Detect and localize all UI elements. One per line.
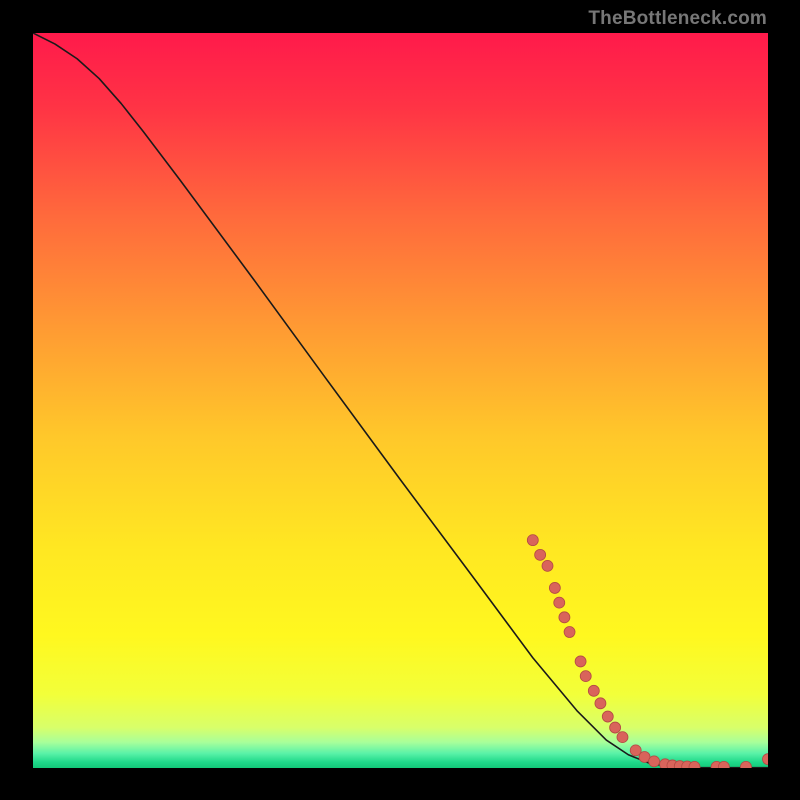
bottleneck-curve <box>33 33 768 768</box>
data-point <box>602 711 613 722</box>
data-point <box>588 685 599 696</box>
data-point <box>527 535 538 546</box>
data-point <box>617 732 628 743</box>
data-point <box>535 549 546 560</box>
plot-area <box>33 33 768 768</box>
watermark-text: TheBottleneck.com <box>588 8 767 30</box>
data-point <box>580 671 591 682</box>
data-point <box>740 761 751 768</box>
chart-stage: TheBottleneck.com <box>0 0 800 800</box>
data-point <box>559 612 570 623</box>
data-point <box>564 627 575 638</box>
data-point <box>649 756 660 767</box>
curve-layer <box>33 33 768 768</box>
data-point <box>542 560 553 571</box>
data-point <box>549 582 560 593</box>
data-markers <box>527 535 768 768</box>
data-point <box>554 597 565 608</box>
data-point <box>595 698 606 709</box>
data-point <box>610 722 621 733</box>
data-point <box>763 754 769 765</box>
data-point <box>575 656 586 667</box>
